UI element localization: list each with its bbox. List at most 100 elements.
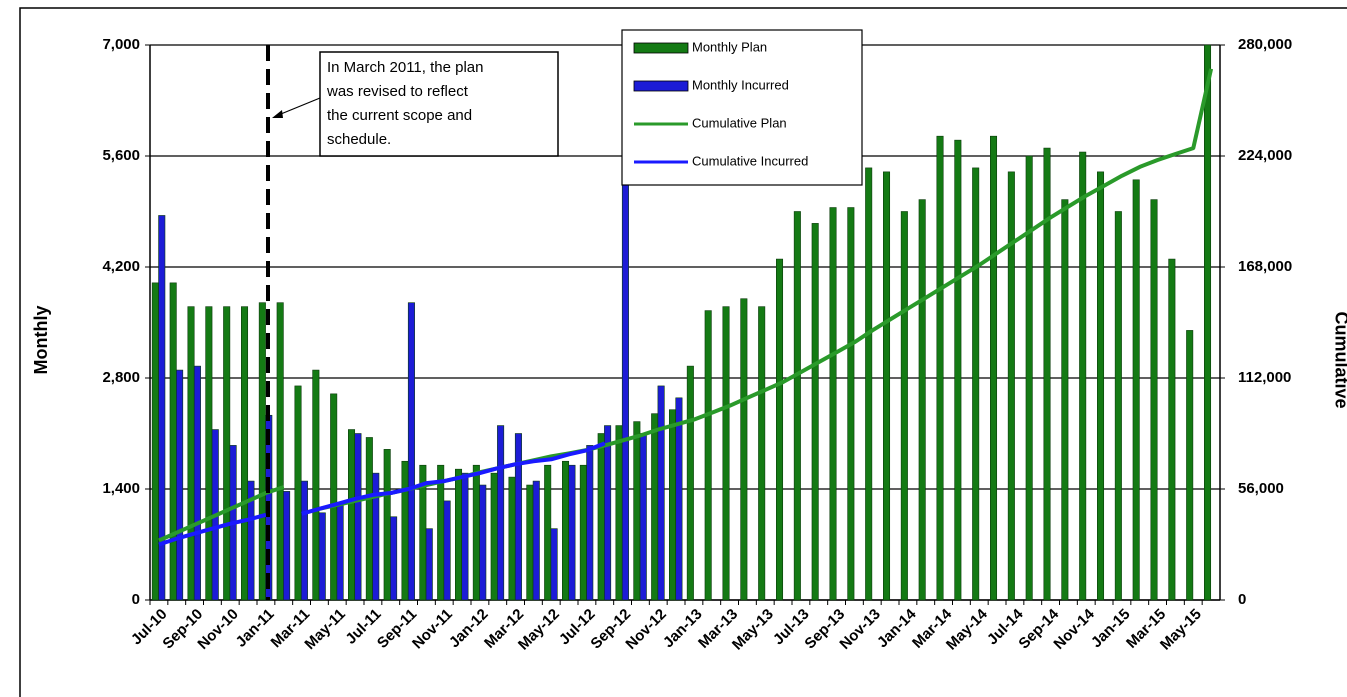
bar	[365, 437, 373, 601]
bar	[586, 445, 594, 601]
bar	[550, 528, 558, 601]
bar	[1043, 147, 1051, 601]
bar	[526, 484, 534, 601]
bar	[544, 464, 552, 601]
bar	[354, 433, 362, 601]
bar	[187, 306, 195, 601]
x-tick-label: Nov-11	[409, 606, 456, 653]
y2-tick-label: 56,000	[1238, 480, 1284, 497]
bar	[383, 449, 391, 601]
bar	[1132, 179, 1140, 601]
bar	[407, 302, 415, 601]
bar	[633, 421, 641, 601]
annotation-text: was revised to reflect	[326, 83, 469, 100]
bar	[532, 480, 540, 601]
y2-tick-label: 112,000	[1238, 369, 1291, 386]
bar	[704, 310, 712, 601]
bar	[497, 425, 505, 601]
bar	[401, 460, 409, 601]
x-tick-label: Jan-11	[233, 606, 278, 651]
bar	[1061, 199, 1069, 601]
bar	[1025, 155, 1033, 601]
annotation-arrow	[275, 97, 321, 117]
bar	[847, 207, 855, 601]
annotation-text: In March 2011, the plan	[327, 59, 484, 76]
y-tick-label: 4,200	[102, 258, 140, 275]
legend-label: Cumulative Incurred	[692, 153, 808, 168]
x-tick-label: Nov-14	[1050, 605, 1098, 653]
bar	[776, 258, 784, 601]
bar	[443, 500, 451, 601]
annotation-box	[319, 51, 559, 157]
bar	[597, 433, 605, 601]
bar	[514, 433, 522, 601]
bar	[811, 223, 819, 601]
x-tick-label: Nov-12	[622, 606, 669, 653]
bar	[829, 207, 837, 601]
bar	[722, 306, 730, 601]
bar	[1168, 258, 1176, 601]
bar	[312, 369, 320, 601]
y-tick-label: 2,800	[102, 369, 140, 386]
bar	[508, 476, 516, 601]
y-axis-title: Monthly	[31, 306, 51, 375]
bar	[651, 413, 659, 601]
bar	[604, 425, 612, 601]
bar	[461, 472, 469, 601]
bar	[151, 282, 159, 601]
bar	[865, 167, 873, 601]
bar	[169, 282, 177, 601]
y2-tick-label: 168,000	[1238, 258, 1292, 275]
x-tick-label: Nov-13	[836, 606, 883, 653]
bar	[479, 484, 487, 601]
y-tick-label: 1,400	[102, 480, 140, 497]
legend-swatch	[633, 42, 689, 54]
bar	[455, 468, 463, 601]
bar	[258, 302, 266, 601]
bar	[176, 369, 184, 601]
y-tick-label: 0	[132, 591, 140, 608]
bar	[568, 464, 576, 601]
bar	[1204, 44, 1212, 601]
y-tick-label: 7,000	[102, 36, 140, 53]
x-tick-label: May-11	[301, 606, 348, 653]
bar	[758, 306, 766, 601]
bar	[276, 302, 284, 601]
bar	[669, 409, 677, 601]
legend-swatch	[633, 80, 689, 92]
bar	[205, 306, 213, 601]
frame	[19, 7, 1347, 697]
bar	[936, 135, 944, 601]
bar	[972, 167, 980, 601]
bar	[918, 199, 926, 601]
line	[158, 441, 606, 547]
bar	[954, 139, 962, 601]
y2-axis-title: Cumulative	[1331, 311, 1347, 408]
bar	[472, 464, 480, 601]
legend-box	[621, 29, 863, 186]
bar	[294, 385, 302, 601]
bar	[223, 306, 231, 601]
bar	[686, 365, 694, 601]
bar	[1097, 171, 1105, 601]
bar	[348, 429, 356, 601]
annotation-text: the current scope and	[327, 107, 472, 124]
y-tick-label: 5,600	[102, 147, 140, 164]
bar	[330, 393, 338, 601]
bar	[1114, 211, 1122, 601]
y2-tick-label: 224,000	[1238, 147, 1292, 164]
bar	[193, 365, 201, 601]
legend: Monthly Plan Monthly Incurred Cumulative P…	[621, 29, 863, 186]
y2-tick-label: 280,000	[1238, 36, 1292, 53]
bar	[390, 516, 398, 601]
bar	[900, 211, 908, 601]
legend-label: Cumulative Plan	[692, 115, 787, 130]
bar	[579, 464, 587, 601]
bar	[675, 397, 683, 601]
bar	[283, 491, 291, 601]
x-tick-label: Nov-10	[194, 606, 241, 653]
bar	[336, 504, 344, 601]
bar	[1007, 171, 1015, 601]
